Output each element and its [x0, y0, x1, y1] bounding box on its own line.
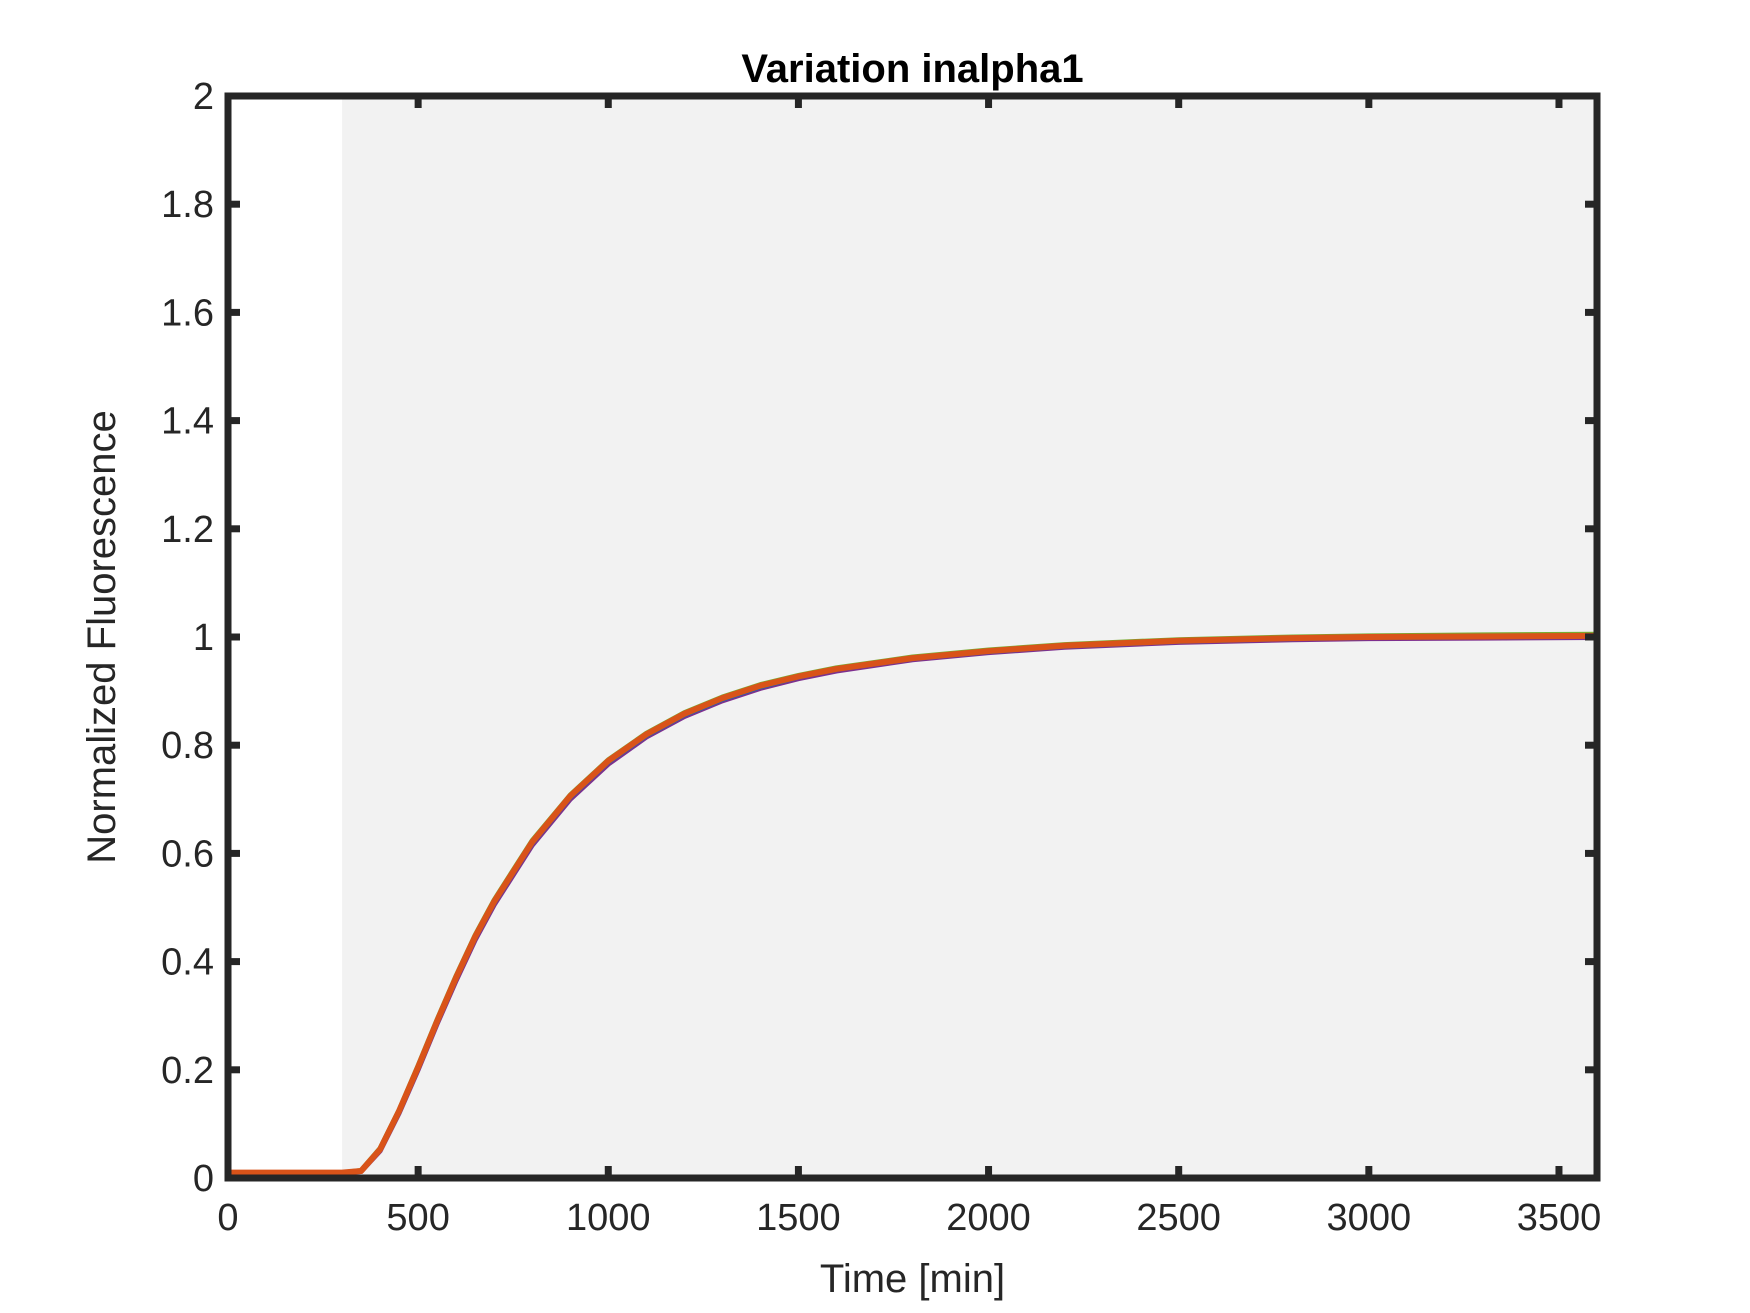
x-tick-label: 2000: [946, 1197, 1031, 1239]
series-line-4: [225, 632, 1600, 1176]
y-tick-label: 0.4: [161, 942, 214, 984]
x-tick-label: 500: [386, 1197, 449, 1239]
x-tick-label: 3500: [1517, 1197, 1602, 1239]
x-tick-label: 0: [217, 1197, 238, 1239]
x-tick-label: 1000: [566, 1197, 651, 1239]
y-tick-label: 0: [193, 1158, 214, 1200]
x-tick-label: 1500: [756, 1197, 841, 1239]
y-tick-label: 1.2: [161, 509, 214, 551]
x-axis-label: Time [min]: [820, 1257, 1005, 1301]
tick-labels: 0 500 1000 1500 2000 2500 3000 3500 0 0.2 0.4 0.6 0.…: [161, 76, 1601, 1239]
y-tick-label: 0.8: [161, 725, 214, 767]
y-tick-label: 1.8: [161, 184, 214, 226]
x-tick-label: 2500: [1136, 1197, 1221, 1239]
y-axis-label: Normalized Fluorescence: [80, 410, 124, 864]
chart-title: Variation inalpha1: [741, 47, 1083, 91]
y-tick-label: 0.6: [161, 833, 214, 875]
y-tick-label: 0.2: [161, 1050, 214, 1092]
y-tick-label: 2: [193, 76, 214, 118]
y-tick-label: 1.4: [161, 401, 214, 443]
axes-box: [224, 92, 1601, 1182]
series-layer: [225, 631, 1600, 1176]
y-tick-label: 1: [193, 617, 214, 659]
y-tick-label: 1.6: [161, 292, 214, 334]
x-tick-label: 3000: [1327, 1197, 1412, 1239]
